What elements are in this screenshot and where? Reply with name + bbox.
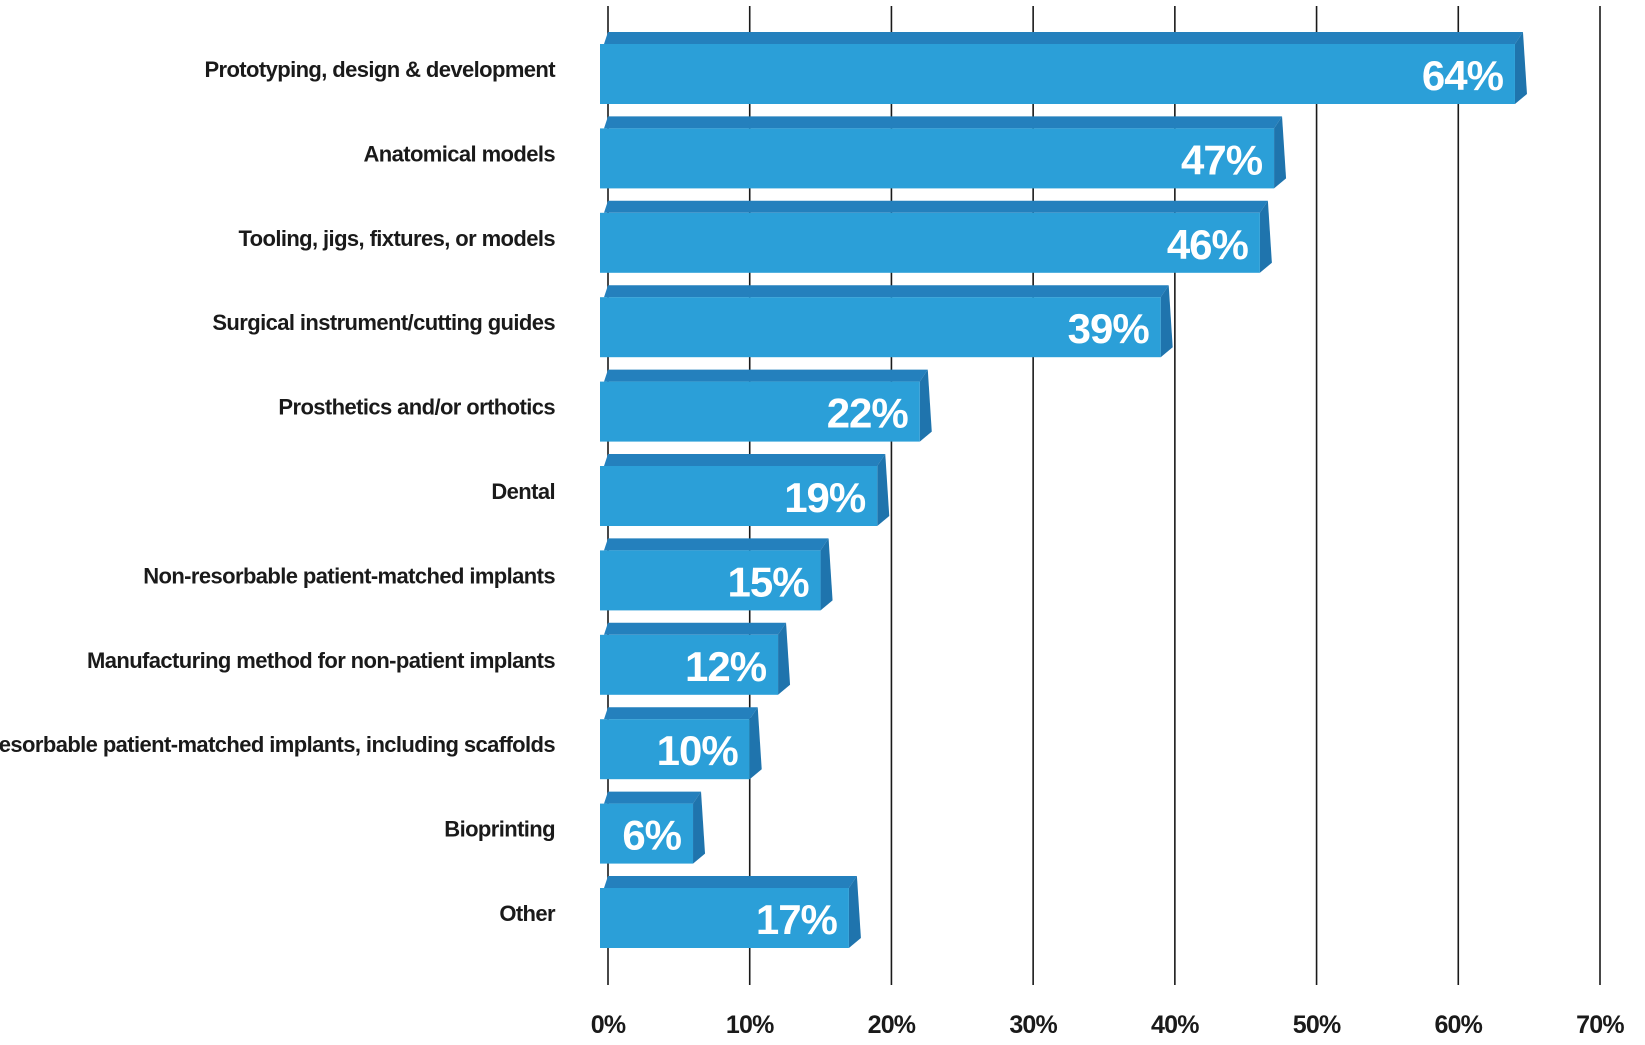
bar-side-face — [1259, 200, 1272, 273]
bars: 64% 47% 46% 39% 22% 19% 15% 12% 10% 6% 17% — [600, 32, 1527, 948]
category-label-4: Surgical instrument/cutting guides — [212, 310, 555, 335]
bar-value-label: 47% — [1181, 136, 1263, 183]
category-label-6: Dental — [491, 479, 555, 504]
bar-top-face — [604, 791, 702, 804]
bar-3: 46% — [600, 200, 1272, 273]
bar-side-face — [877, 454, 890, 526]
category-label-5: Prosthetics and/or orthotics — [278, 395, 555, 420]
x-tick-label-60: 60% — [1434, 1011, 1482, 1039]
bar-side-face — [693, 791, 706, 864]
bar-value-label: 22% — [827, 390, 909, 437]
x-tick-label-30: 30% — [1009, 1011, 1057, 1039]
category-label-9: Resorbable patient-matched implants, inc… — [0, 732, 555, 757]
category-label-8: Manufacturing method for non-patient imp… — [87, 648, 555, 673]
category-label-10: Bioprinting — [444, 817, 555, 842]
x-tick-label-20: 20% — [868, 1011, 916, 1039]
x-tick-label-40: 40% — [1151, 1011, 1199, 1039]
bar-top-face — [604, 32, 1523, 44]
bar-10: 6% — [600, 791, 706, 864]
bar-top-face — [604, 200, 1268, 213]
bar-top-face — [604, 116, 1283, 129]
category-label-11: Other — [499, 901, 556, 926]
bar-side-face — [820, 538, 833, 611]
bar-front-face — [600, 803, 694, 864]
category-label-3: Tooling, jigs, fixtures, or models — [238, 226, 555, 251]
x-tick-label-50: 50% — [1293, 1011, 1341, 1039]
bar-front-face — [600, 888, 849, 948]
bar-1: 64% — [600, 32, 1527, 104]
bar-value-label: 64% — [1422, 52, 1504, 99]
bar-front-face — [600, 128, 1275, 189]
bar-front-face — [600, 634, 779, 695]
bar-top-face — [604, 454, 886, 466]
bar-side-face — [778, 622, 791, 695]
bar-6: 19% — [600, 454, 890, 526]
bar-top-face — [604, 369, 928, 382]
bar-value-label: 19% — [784, 474, 866, 521]
bar-value-label: 12% — [685, 643, 767, 690]
bar-top-face — [604, 876, 857, 888]
bar-value-label: 46% — [1167, 221, 1249, 268]
bar-2: 47% — [600, 116, 1287, 189]
bar-8: 12% — [600, 622, 791, 695]
bar-7: 15% — [600, 538, 833, 611]
category-label-1: Prototyping, design & development — [204, 57, 556, 82]
category-label-7: Non-resorbable patient-matched implants — [143, 563, 555, 588]
x-tick-label-0: 0% — [591, 1011, 626, 1039]
bar-front-face — [600, 297, 1161, 358]
x-tick-label-70: 70% — [1576, 1011, 1624, 1039]
bar-side-face — [1514, 32, 1527, 104]
bar-front-face — [600, 381, 920, 442]
x-axis-ticks: 0% 10% 20% 30% 40% 50% 60% 70% — [591, 1011, 1625, 1039]
bar-top-face — [604, 707, 758, 720]
bar-top-face — [604, 538, 829, 551]
bar-side-face — [919, 369, 932, 442]
bar-front-face — [600, 466, 878, 526]
bar-top-face — [604, 285, 1169, 298]
bar-front-face — [600, 212, 1260, 273]
bar-side-face — [749, 707, 762, 780]
bar-value-label: 17% — [756, 896, 838, 943]
bar-front-face — [600, 719, 750, 780]
bar-11: 17% — [600, 876, 861, 948]
bar-top-face — [604, 622, 787, 635]
bar-front-face — [600, 44, 1515, 104]
bar-side-face — [1274, 116, 1287, 189]
bar-side-face — [1160, 285, 1173, 358]
bar-value-label: 39% — [1068, 305, 1150, 352]
bar-side-face — [848, 876, 861, 948]
bar-9: 10% — [600, 707, 762, 780]
bar-value-label: 6% — [622, 812, 681, 859]
bar-4: 39% — [600, 285, 1173, 358]
category-labels: Prototyping, design & development Anatomi… — [0, 57, 557, 926]
bar-5: 22% — [600, 369, 932, 442]
bar-front-face — [600, 550, 821, 611]
bar-value-label: 15% — [728, 558, 810, 605]
category-label-2: Anatomical models — [363, 141, 555, 166]
x-tick-label-10: 10% — [726, 1011, 774, 1039]
bar-value-label: 10% — [657, 727, 739, 774]
